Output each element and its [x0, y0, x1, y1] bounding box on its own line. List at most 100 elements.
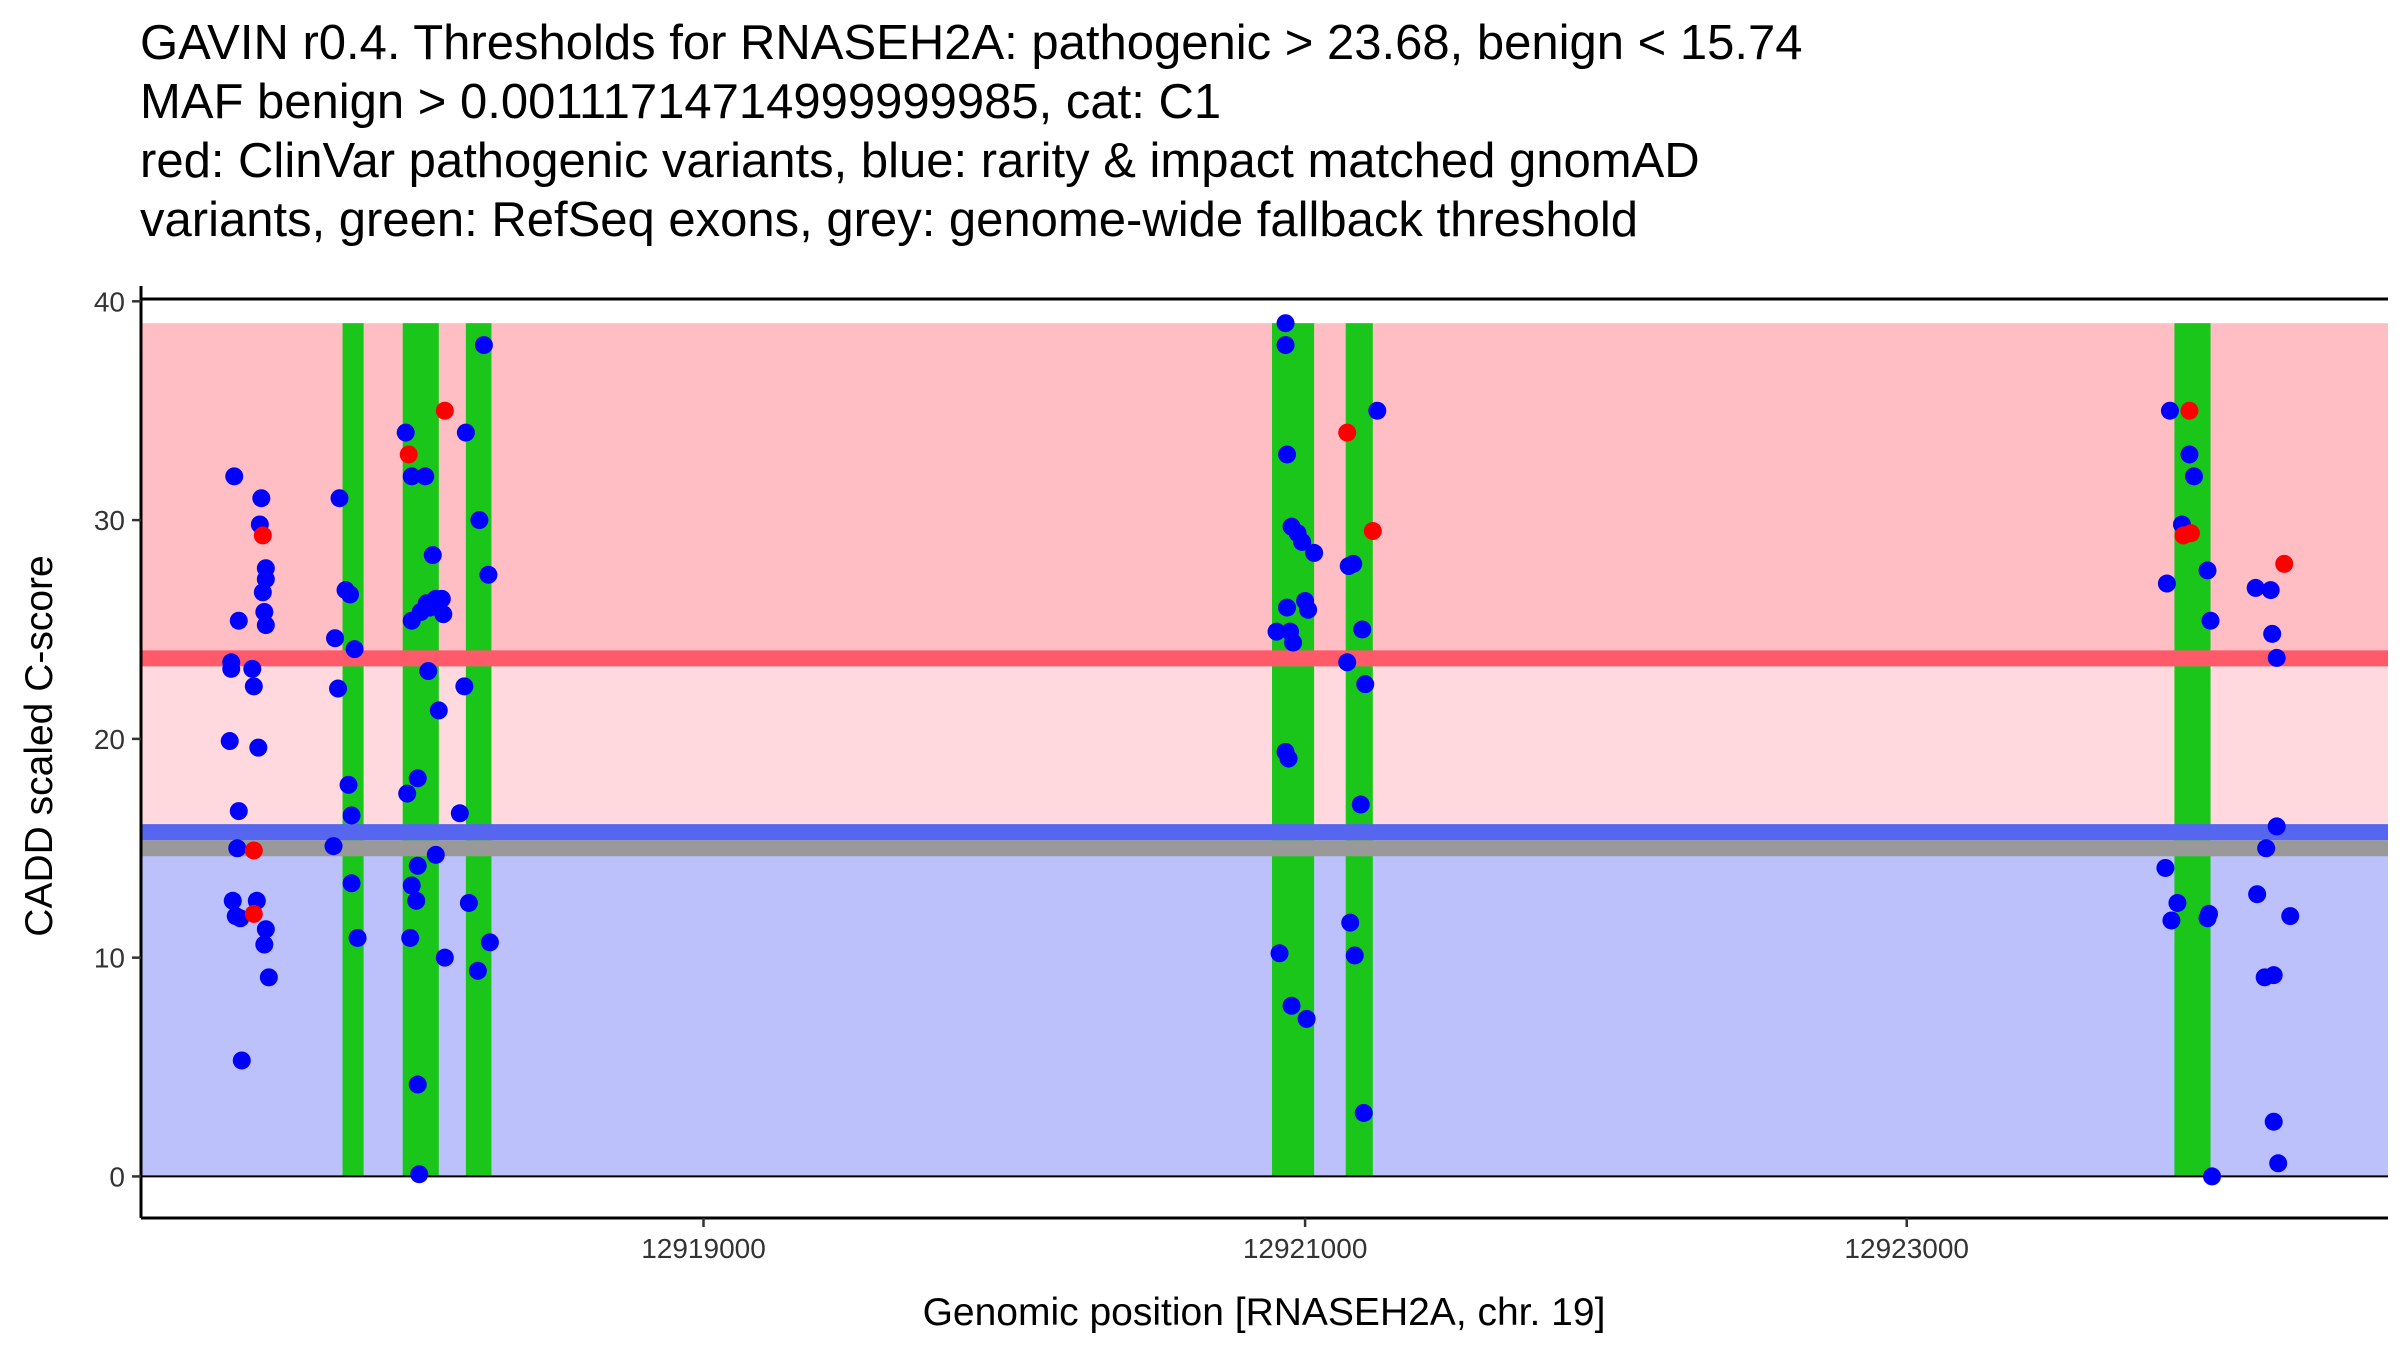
- gnomad-point: [1356, 675, 1375, 694]
- gnomad-point: [342, 874, 361, 893]
- gnomad-point: [1278, 598, 1297, 617]
- y-tick-label: 40: [94, 286, 125, 317]
- title-line-2: MAF benign > 0.00111714714999999985, cat…: [140, 75, 1222, 129]
- threshold-lines: [141, 650, 2388, 1178]
- gnomad-point: [341, 585, 360, 604]
- gnomad-point: [402, 467, 421, 486]
- gnomad-point: [252, 489, 271, 508]
- benign-zone: [141, 832, 2388, 1177]
- clinvar-point: [1363, 522, 1382, 541]
- gnomad-point: [231, 909, 250, 928]
- x-tick-label: 12919000: [641, 1233, 766, 1264]
- gnomad-point: [232, 1051, 251, 1070]
- gnomad-point: [402, 876, 421, 895]
- gnomad-point: [1354, 1103, 1373, 1122]
- gnomad-point: [255, 602, 274, 621]
- y-axis-title: CADD scaled C-score: [18, 555, 61, 936]
- y-tick-label: 30: [94, 505, 125, 536]
- exon-bar-2: [402, 323, 439, 1177]
- gnomad-point: [220, 732, 239, 751]
- exon-bar-3: [465, 323, 492, 1177]
- gnomad-point: [1276, 314, 1295, 333]
- gnomad-point: [407, 891, 426, 910]
- gnomad-point: [459, 893, 478, 912]
- clinvar-point: [399, 445, 418, 464]
- gnomad-point: [2264, 966, 2283, 985]
- gnomad-point: [348, 928, 367, 947]
- gnomad-point: [2257, 839, 2276, 858]
- clinvar-point: [2180, 401, 2199, 420]
- gnomad-point: [2248, 885, 2267, 904]
- clinvar-point: [2275, 554, 2294, 573]
- gnomad-point: [244, 677, 263, 696]
- gnomad-point: [408, 856, 427, 875]
- exon-bar-5: [1345, 323, 1373, 1177]
- gnomad-point: [419, 662, 438, 681]
- gnomad-point: [401, 928, 420, 947]
- gnomad-point: [256, 920, 275, 939]
- gnomad-point: [1338, 653, 1357, 672]
- gnomad-point: [408, 769, 427, 788]
- y-tick-label: 10: [94, 943, 125, 974]
- gnomad-point: [2267, 648, 2286, 667]
- gnomad-point: [1279, 749, 1298, 768]
- gnomad-point: [222, 659, 241, 678]
- threshold-zones: [141, 323, 2388, 1177]
- clinvar-point: [435, 401, 454, 420]
- gnomad-point: [2246, 578, 2265, 597]
- clinvar-point: [244, 904, 263, 923]
- clinvar-point: [1338, 423, 1357, 442]
- intermediate-zone: [141, 658, 2388, 833]
- gnomad-point: [2263, 624, 2282, 643]
- gnomad-point: [253, 583, 272, 602]
- gnomad-point: [1270, 944, 1289, 963]
- gnomad-point: [408, 1075, 427, 1094]
- clinvar-point: [244, 841, 263, 860]
- gnomad-point: [223, 891, 242, 910]
- gnomad-point: [426, 845, 445, 864]
- y-tick-label: 20: [94, 724, 125, 755]
- gnomad-point: [2261, 581, 2280, 600]
- gnomad-point: [225, 467, 244, 486]
- gnomad-point: [1297, 1009, 1316, 1028]
- gnomad-point: [416, 467, 435, 486]
- pathogenic-zone: [141, 323, 2388, 659]
- exon-bar-1: [342, 323, 364, 1177]
- gnomad-point: [229, 802, 248, 821]
- gnomad-point: [2201, 611, 2220, 630]
- gnomad-point: [1341, 913, 1360, 932]
- gnomad-point: [339, 775, 358, 794]
- gnomad-point: [1351, 795, 1370, 814]
- gnomad-point: [1282, 996, 1301, 1015]
- gnomad-point: [479, 565, 498, 584]
- axes: 0 10 20 30 40 12919000 12921000 12923000: [94, 286, 2388, 1264]
- gnomad-point: [2184, 467, 2203, 486]
- gnomad-point: [435, 948, 454, 967]
- gnomad-point: [474, 336, 493, 355]
- gnomad-point: [2264, 1112, 2283, 1131]
- gnomad-point: [324, 837, 343, 856]
- gnomad-point: [255, 935, 274, 954]
- gnomad-point: [470, 511, 489, 530]
- gnomad-point: [468, 961, 487, 980]
- gnomad-point: [455, 677, 474, 696]
- gnomad-point: [456, 423, 475, 442]
- variant-points: [220, 314, 2300, 1186]
- gnomad-point: [450, 804, 469, 823]
- title-line-1: GAVIN r0.4. Thresholds for RNASEH2A: pat…: [140, 16, 1803, 70]
- gnomad-point: [2156, 858, 2175, 877]
- gnomad-point: [423, 546, 442, 565]
- chart-title: GAVIN r0.4. Thresholds for RNASEH2A: pat…: [140, 14, 2380, 250]
- clinvar-point: [2181, 524, 2200, 543]
- gnomad-point: [1276, 336, 1295, 355]
- gnomad-point: [1299, 600, 1318, 619]
- gnomad-point: [243, 659, 262, 678]
- gnomad-point: [326, 629, 345, 648]
- gnomad-point: [434, 605, 453, 624]
- gnomad-point: [1293, 532, 1312, 551]
- gnomad-point: [480, 933, 499, 952]
- gnomad-point: [1278, 445, 1297, 464]
- gnomad-point: [329, 679, 348, 698]
- gnomad-point: [256, 616, 275, 635]
